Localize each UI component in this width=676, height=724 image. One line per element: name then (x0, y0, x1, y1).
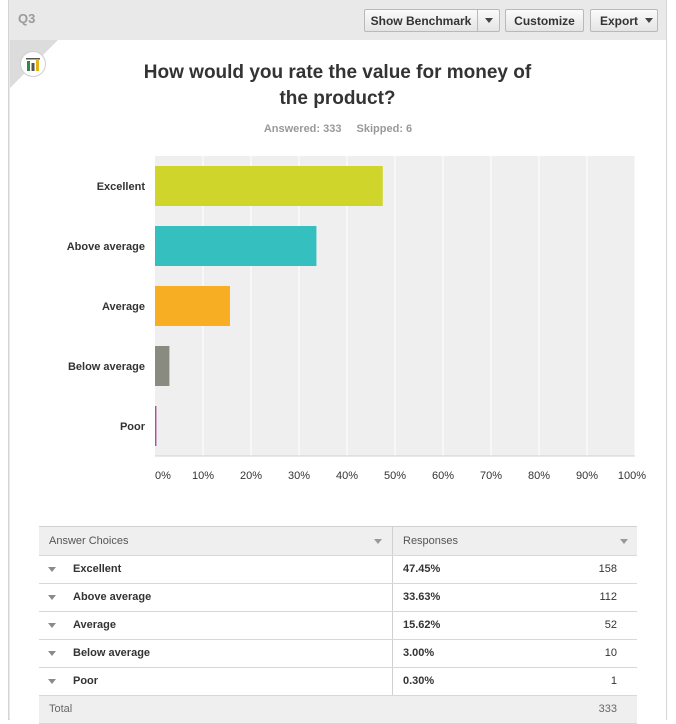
bar (155, 286, 230, 326)
answered-count: Answered: 333 (263, 123, 342, 135)
category-label: Poor (120, 421, 146, 433)
row-dropdown-icon[interactable] (48, 651, 56, 656)
chevron-down-icon (645, 18, 654, 23)
x-tick-label: 60% (432, 470, 454, 482)
bar-chart: 0% 10% 20% 30% 40% 50% 60% 70% 80% 90% 100% Excelle… (67, 156, 646, 482)
total-count: 333 (598, 703, 617, 715)
column-divider (392, 668, 393, 695)
responses-header[interactable]: Responses (403, 535, 459, 547)
column-divider (392, 556, 393, 583)
show-benchmark-button[interactable]: Show Benchmark (364, 9, 478, 32)
table-header: Answer Choices Responses (39, 526, 637, 556)
answer-choice: Poor (73, 675, 99, 687)
x-tick-label: 100% (618, 470, 646, 482)
bar (155, 166, 383, 206)
bar (155, 406, 157, 446)
answer-choices-header[interactable]: Answer Choices (49, 535, 129, 547)
question-number: Q3 (18, 11, 36, 26)
chevron-down-icon (484, 18, 493, 23)
table-row: Above average 33.63% 112 (39, 584, 637, 612)
skipped-count: Skipped: 6 (356, 123, 413, 135)
column-divider (392, 527, 393, 555)
x-tick-label: 10% (192, 470, 214, 482)
export-button[interactable]: Export (590, 9, 658, 32)
table-row: Average 15.62% 52 (39, 612, 637, 640)
sort-choices-icon[interactable] (374, 539, 382, 544)
bar (155, 346, 170, 386)
row-dropdown-icon[interactable] (48, 679, 56, 684)
x-tick-label: 0% (155, 470, 171, 482)
x-tick-label: 80% (528, 470, 550, 482)
question-title-line-2: the product? (279, 88, 396, 109)
response-count: 52 (604, 619, 617, 631)
category-label: Above average (67, 241, 145, 253)
answer-choice: Below average (73, 647, 151, 659)
table-row: Poor 0.30% 1 (39, 668, 637, 696)
response-percent: 0.30% (403, 675, 435, 687)
bar (155, 226, 317, 266)
x-tick-label: 30% (288, 470, 310, 482)
sort-responses-icon[interactable] (620, 539, 628, 544)
response-percent: 15.62% (403, 619, 441, 631)
answer-table: Answer Choices Responses Excellent 47.45%… (39, 526, 637, 724)
question-title: How would you rate the value for money o… (130, 60, 545, 112)
column-divider (392, 612, 393, 639)
x-tick-label: 20% (240, 470, 262, 482)
benchmark-dropdown-button[interactable] (477, 9, 500, 32)
response-percent: 3.00% (403, 647, 435, 659)
row-dropdown-icon[interactable] (48, 623, 56, 628)
customize-button[interactable]: Customize (505, 9, 584, 32)
column-divider (392, 584, 393, 611)
answer-choice: Excellent (73, 563, 122, 575)
response-percent: 47.45% (403, 563, 441, 575)
x-tick-label: 40% (336, 470, 358, 482)
x-tick-label: 90% (576, 470, 598, 482)
category-label: Average (102, 301, 145, 313)
table-row: Below average 3.00% 10 (39, 640, 637, 668)
response-percent: 33.63% (403, 591, 441, 603)
column-divider (392, 640, 393, 667)
total-label: Total (49, 703, 73, 715)
response-count: 10 (604, 647, 617, 659)
table-row: Excellent 47.45% 158 (39, 556, 637, 584)
response-count: 112 (599, 591, 617, 603)
category-label: Excellent (97, 181, 146, 193)
answer-choice: Above average (73, 591, 152, 603)
question-title-line-1: How would you rate the value for money o… (143, 62, 532, 83)
bar-chart-icon[interactable] (20, 51, 46, 77)
response-stats: Answered: 333 Skipped: 6 (0, 123, 676, 135)
x-tick-label: 50% (384, 470, 406, 482)
category-label: Below average (68, 361, 145, 373)
x-tick-label: 70% (480, 470, 502, 482)
response-count: 158 (598, 563, 617, 575)
answer-choice: Average (73, 619, 117, 631)
row-dropdown-icon[interactable] (48, 595, 56, 600)
response-count: 1 (610, 675, 617, 687)
row-dropdown-icon[interactable] (48, 567, 56, 572)
export-label: Export (600, 13, 639, 28)
